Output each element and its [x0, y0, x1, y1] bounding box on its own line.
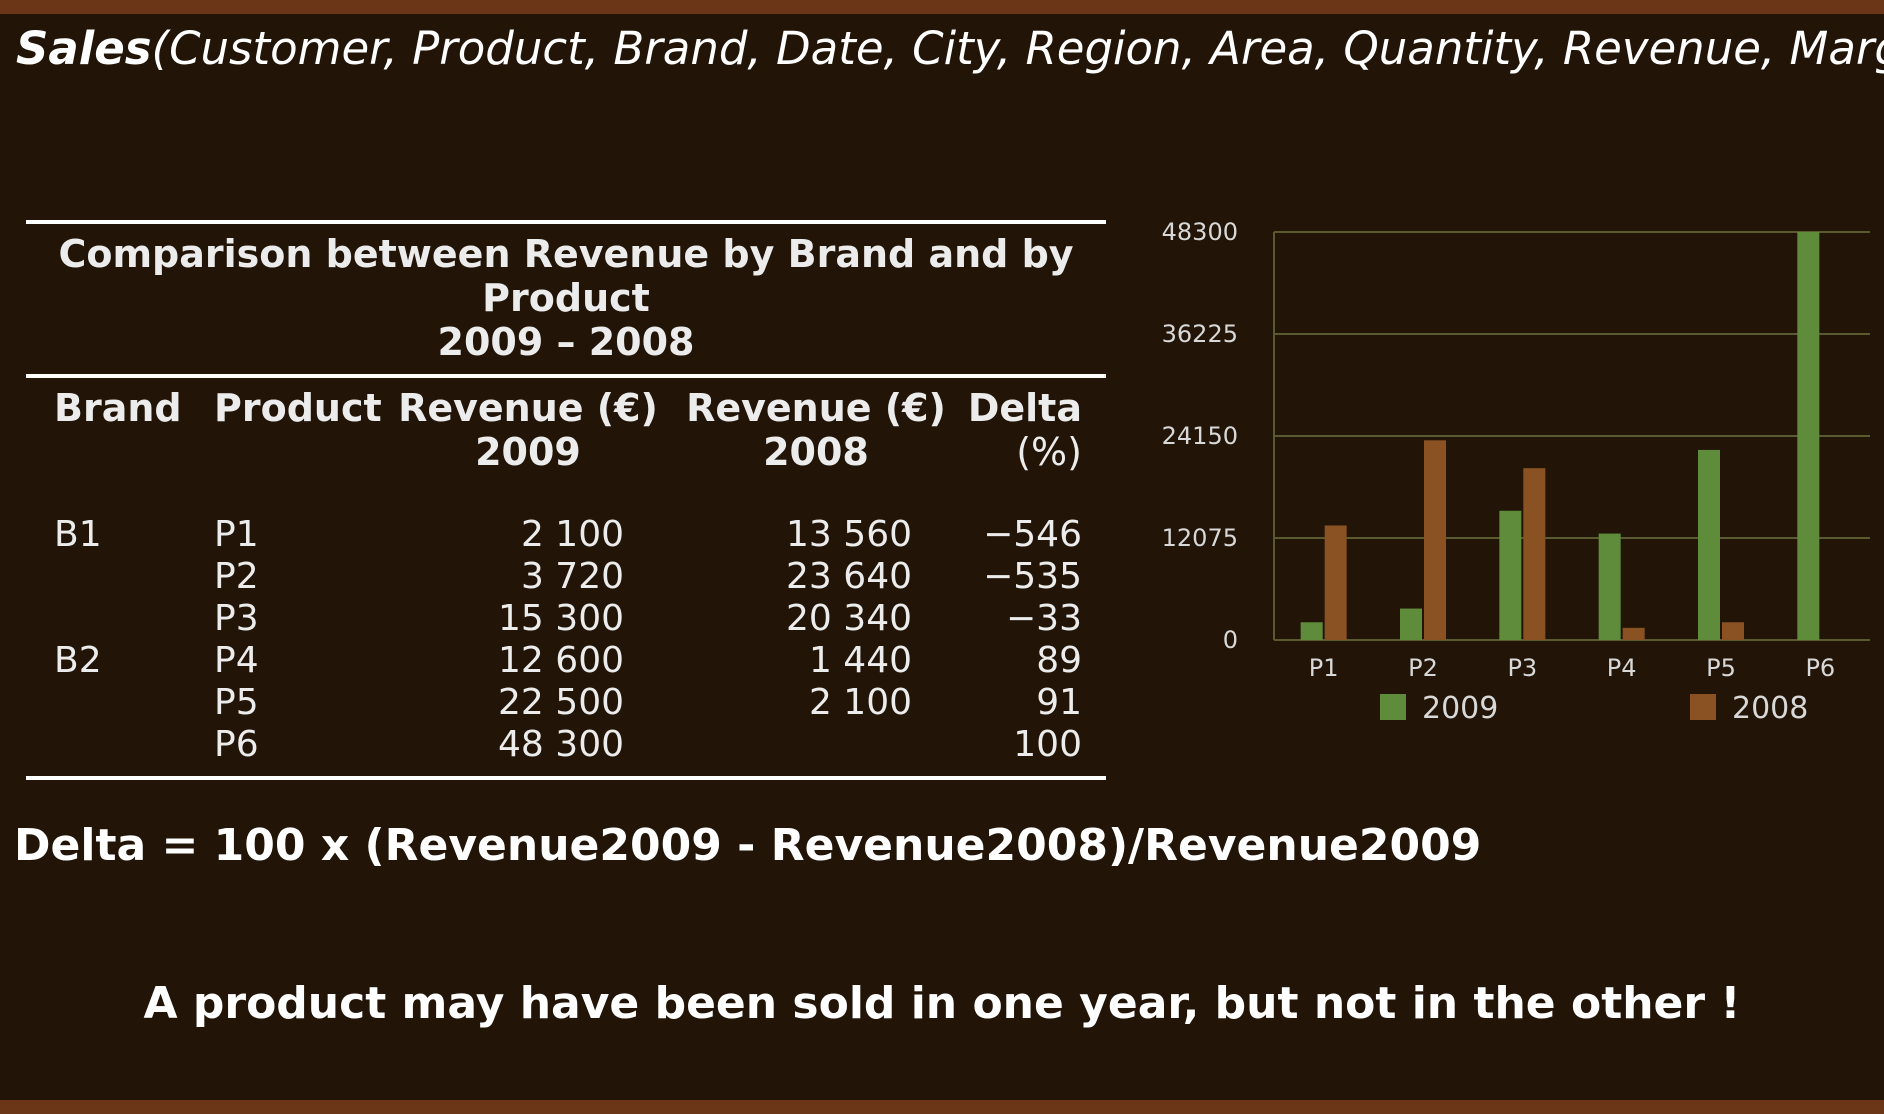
- table-row: P5 22 500 2 100 91: [26, 682, 1106, 724]
- table-row: B1 P1 2 100 13 560 −546: [26, 514, 1106, 556]
- table-caption-line2: 2009 – 2008: [437, 320, 695, 364]
- bottom-border: [0, 1100, 1884, 1114]
- bar-chart-svg: 0 12075 24150 36225 48300 P1 P2 P3 P4 P5 P6 2009 200…: [1162, 218, 1870, 726]
- cell-product: P6: [214, 724, 259, 765]
- col-header-revenue-2009: Revenue (€) 2009: [384, 378, 672, 514]
- legend-label-2009: 2009: [1422, 691, 1498, 726]
- cell-brand: [26, 682, 214, 724]
- y-tick-label: 24150: [1162, 422, 1238, 450]
- cell-delta: −546: [983, 514, 1082, 555]
- table-header-row: Brand Product Revenue (€) 2009 Revenue (€…: [26, 378, 1106, 514]
- cell-revenue-2009: 2 100: [520, 514, 624, 555]
- cell-revenue-2008: 1 440: [808, 640, 912, 681]
- x-tick-label: P2: [1408, 654, 1438, 682]
- col-header-revenue-2008-year: 2008: [763, 430, 869, 474]
- table-spacer: [26, 766, 1106, 776]
- cell-revenue-2009: 15 300: [498, 598, 624, 639]
- cell-revenue-2009: 3 720: [520, 556, 624, 597]
- cell-brand: [26, 724, 214, 766]
- cell-revenue-2008: 13 560: [786, 514, 912, 555]
- cell-product: P5: [214, 682, 259, 723]
- cell-product: P1: [214, 514, 259, 555]
- revenue-table: Brand Product Revenue (€) 2009 Revenue (€…: [26, 378, 1106, 766]
- bar-2008-P3: [1523, 468, 1546, 640]
- cell-revenue-2008: 23 640: [786, 556, 912, 597]
- cell-revenue-2009: 22 500: [498, 682, 624, 723]
- bar-2009-P5: [1698, 449, 1720, 640]
- sales-schema: Sales(Customer, Product, Brand, Date, Ci…: [16, 22, 1884, 75]
- cell-revenue-2008: [672, 724, 960, 766]
- cell-revenue-2009: 12 600: [498, 640, 624, 681]
- col-header-brand: Brand: [54, 386, 182, 430]
- comparison-table: Comparison between Revenue by Brand and …: [26, 220, 1106, 780]
- y-tick-label: 12075: [1162, 524, 1238, 552]
- col-header-revenue-2008: Revenue (€) 2008: [672, 378, 960, 514]
- legend-label-2008: 2008: [1732, 691, 1808, 726]
- col-header-revenue-2009-year: 2009: [475, 430, 581, 474]
- cell-revenue-2009: 48 300: [498, 724, 624, 765]
- bar-2008-P1: [1324, 525, 1347, 640]
- relation-attributes: (Customer, Product, Brand, Date, City, R…: [151, 22, 1884, 75]
- x-tick-label: P1: [1309, 654, 1339, 682]
- table-caption: Comparison between Revenue by Brand and …: [26, 224, 1106, 374]
- legend-swatch-2008: [1690, 694, 1716, 720]
- y-tick-label: 36225: [1162, 320, 1238, 348]
- table-top-rule: [26, 220, 1106, 224]
- bar-2009-P6: [1797, 232, 1820, 640]
- bar-2008-P4: [1622, 627, 1645, 640]
- table-row: P3 15 300 20 340 −33: [26, 598, 1106, 640]
- cell-delta: −535: [983, 556, 1082, 597]
- col-header-delta: Delta (%): [960, 378, 1106, 514]
- table-bottom-rule: [26, 776, 1106, 780]
- cell-revenue-2008: 20 340: [786, 598, 912, 639]
- note-text: A product may have been sold in one year…: [143, 978, 1741, 1029]
- cell-delta: −33: [1006, 598, 1082, 639]
- bar-2009-P2: [1400, 608, 1422, 640]
- col-header-delta-unit: (%): [1016, 430, 1082, 474]
- cell-brand: B1: [54, 514, 102, 555]
- table-caption-line1: Comparison between Revenue by Brand and …: [58, 232, 1074, 320]
- table-header-rule: [26, 374, 1106, 378]
- col-header-product: Product: [214, 386, 382, 430]
- cell-product: P4: [214, 640, 259, 681]
- x-tick-label: P5: [1706, 654, 1736, 682]
- x-tick-label: P6: [1805, 654, 1835, 682]
- x-tick-label: P4: [1607, 654, 1637, 682]
- cell-brand: B2: [54, 640, 102, 681]
- revenue-bar-chart: 0 12075 24150 36225 48300 P1 P2 P3 P4 P5 P6 2009 200…: [1150, 200, 1884, 780]
- table-row: P2 3 720 23 640 −535: [26, 556, 1106, 598]
- cell-delta: 91: [1036, 682, 1082, 723]
- col-header-delta-label: Delta: [967, 386, 1082, 430]
- y-tick-label: 48300: [1162, 218, 1238, 246]
- bar-2008-P2: [1424, 440, 1446, 640]
- cell-brand: [26, 598, 214, 640]
- bar-2009-P1: [1300, 622, 1323, 640]
- bar-2009-P4: [1598, 533, 1621, 640]
- cell-delta: 89: [1036, 640, 1082, 681]
- cell-product: P2: [214, 556, 259, 597]
- cell-product: P3: [214, 598, 259, 639]
- col-header-revenue-2009-label: Revenue (€): [398, 386, 658, 430]
- legend-swatch-2009: [1380, 694, 1406, 720]
- cell-delta: 100: [1013, 724, 1082, 765]
- bar-2009-P3: [1499, 510, 1522, 640]
- x-tick-label: P3: [1507, 654, 1537, 682]
- delta-formula: Delta = 100 x (Revenue2009 - Revenue2008…: [14, 820, 1482, 871]
- relation-name: Sales: [16, 22, 152, 75]
- bar-2008-P5: [1722, 622, 1744, 640]
- col-header-revenue-2008-label: Revenue (€): [686, 386, 946, 430]
- table-row: B2 P4 12 600 1 440 89: [26, 640, 1106, 682]
- y-tick-label: 0: [1223, 626, 1238, 654]
- top-border: [0, 0, 1884, 14]
- cell-revenue-2008: 2 100: [808, 682, 912, 723]
- table-row: P6 48 300 100: [26, 724, 1106, 766]
- cell-brand: [26, 556, 214, 598]
